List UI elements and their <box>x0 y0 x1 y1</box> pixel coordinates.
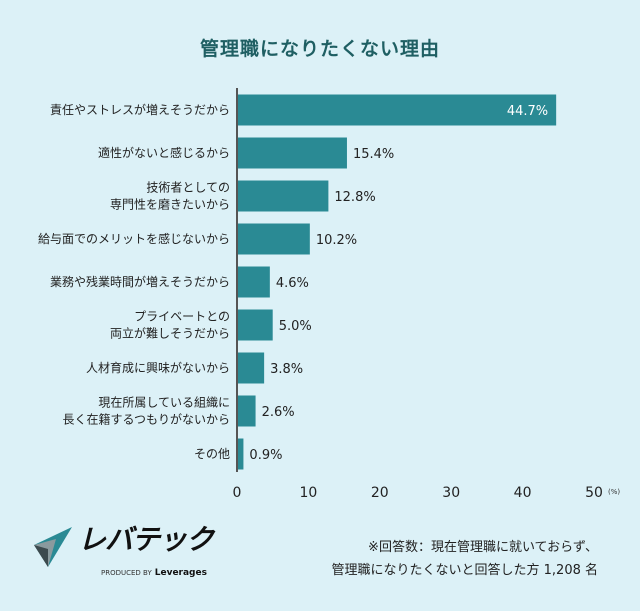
bar <box>237 352 265 384</box>
produced-by: PRODUCED BY Leverages <box>101 566 207 580</box>
x-tick-label: 10 <box>299 485 317 501</box>
category-label: 給与面でのメリットを感じないから <box>38 231 230 246</box>
value-label: 4.6% <box>276 276 309 291</box>
value-label: 12.8% <box>334 190 375 205</box>
value-label: 44.7% <box>507 104 548 119</box>
bar <box>237 309 273 341</box>
category-label: 業務や残業時間が増えそうだから <box>50 274 230 289</box>
category-label: 技術者としての <box>146 181 230 195</box>
x-tick-label: 50 <box>585 485 603 501</box>
note-line-2: 管理職になりたくないと回答した方 1,208 名 <box>331 563 598 578</box>
category-label: 長く在籍するつもりがないから <box>62 412 230 427</box>
x-tick-label: 30 <box>442 485 460 501</box>
bar <box>237 94 557 126</box>
category-label: 現在所属している組織に <box>98 396 230 410</box>
category-label: 専門性を磨きたいから <box>110 198 230 212</box>
bar <box>237 266 270 298</box>
category-label: 両立が難しそうだから <box>110 326 230 341</box>
logo-text: レバテック <box>78 523 214 556</box>
x-unit-label: (%) <box>608 488 620 496</box>
x-tick-label: 40 <box>514 485 532 501</box>
bar <box>237 438 244 470</box>
respondent-note: ※回答数：現在管理職に就いておらず、 管理職になりたくないと回答した方 1,20… <box>332 536 598 582</box>
x-tick-label: 0 <box>233 485 242 501</box>
note-line-1: ※回答数：現在管理職に就いておらず、 <box>368 540 598 555</box>
bar <box>237 395 256 427</box>
category-label: 適性がないと感じるから <box>98 145 230 160</box>
category-label: 人材育成に興味がないから <box>86 360 230 375</box>
value-label: 15.4% <box>353 147 394 162</box>
chart-title: 管理職になりたくない理由 <box>199 38 440 60</box>
category-label: その他 <box>194 447 230 461</box>
x-tick-label: 20 <box>371 485 389 501</box>
produced-by-label: PRODUCED BY <box>101 569 152 577</box>
value-label: 0.9% <box>249 448 282 463</box>
category-label: 責任やストレスが増えそうだから <box>50 102 230 117</box>
value-label: 5.0% <box>279 319 312 334</box>
value-label: 3.8% <box>270 362 303 377</box>
company-name: Leverages <box>154 568 207 578</box>
bar <box>237 180 329 212</box>
bar <box>237 223 310 255</box>
value-label: 10.2% <box>316 233 357 248</box>
bar <box>237 137 347 169</box>
category-label: プライベートとの <box>134 310 230 324</box>
value-label: 2.6% <box>262 405 295 420</box>
